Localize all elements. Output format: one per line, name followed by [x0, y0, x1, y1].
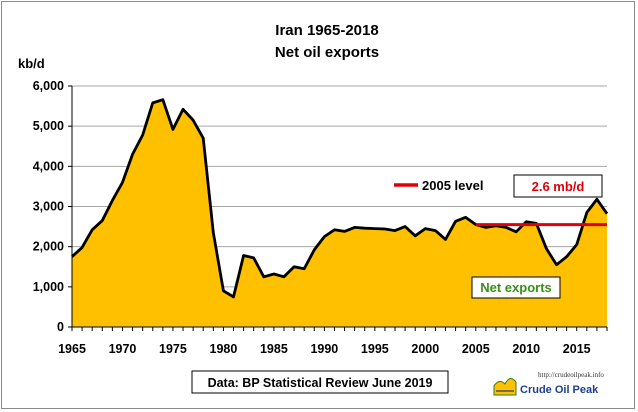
series-line — [71, 98, 609, 299]
area-layer — [71, 98, 609, 327]
level-value-text: 2.6 mb/d — [532, 179, 585, 194]
y-tick-label: 4,000 — [33, 159, 64, 173]
x-tick-label: 1990 — [310, 342, 338, 356]
y-tick-label: 2,000 — [33, 240, 64, 254]
x-tick-label: 2015 — [563, 342, 591, 356]
y-tick-label: 1,000 — [33, 280, 64, 294]
y-tick-label: 5,000 — [33, 119, 64, 133]
logo-url: http://crudeoilpeak.info — [538, 371, 604, 379]
x-tick-label: 1980 — [210, 342, 238, 356]
x-tick-label: 2010 — [512, 342, 540, 356]
x-tick-label: 1965 — [58, 342, 86, 356]
legend-reference-label: 2005 level — [422, 178, 483, 193]
y-tick-label: 6,000 — [33, 79, 64, 93]
series-label-box — [471, 276, 561, 299]
y-tick-label: 3,000 — [33, 200, 64, 214]
logo-text: Crude Oil Peak — [520, 384, 599, 396]
level-value-box — [513, 174, 603, 198]
x-tick-labels: 1965 1970 1975 1980 1985 1990 1995 2000 2005 2010… — [58, 342, 591, 356]
series-area — [72, 99, 607, 327]
x-tick-label: 2005 — [462, 342, 490, 356]
x-tick-label: 1995 — [361, 342, 389, 356]
chart-title: Iran 1965-2018 — [275, 22, 378, 39]
x-tick-label: 2000 — [411, 342, 439, 356]
y-tick-label: 0 — [57, 320, 64, 334]
source-text: Data: BP Statistical Review June 2019 — [208, 376, 433, 390]
series-label-text: Net exports — [480, 280, 552, 295]
chart-subtitle: Net oil exports — [275, 44, 379, 61]
y-axis-label: kb/d — [18, 56, 45, 71]
crude-oil-peak-logo: http://crudeoilpeak.info Crude Oil Peak — [493, 371, 604, 396]
x-tick-label: 1975 — [159, 342, 187, 356]
source-box — [191, 370, 449, 394]
logo-icon — [493, 378, 517, 396]
x-tick-label: 1985 — [260, 342, 288, 356]
y-tick-labels: 0 1,000 2,000 3,000 4,000 5,000 6,000 — [33, 79, 64, 334]
axes — [68, 85, 608, 331]
x-tick-label: 1970 — [109, 342, 137, 356]
